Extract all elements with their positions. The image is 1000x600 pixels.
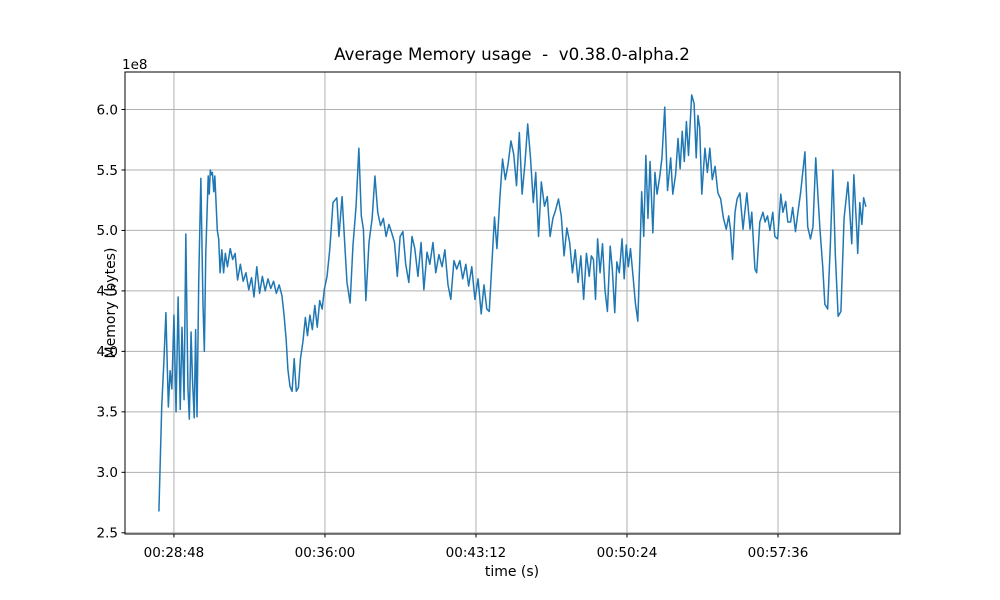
x-tick-label: 00:36:00: [295, 545, 356, 561]
y-axis-offset-label: 1e8: [122, 57, 147, 73]
y-tick-label: 5.0: [97, 223, 118, 239]
y-tick-label: 2.5: [97, 526, 118, 542]
y-tick-label: 3.0: [97, 465, 118, 481]
y-axis-label: Memory (bytes): [103, 248, 119, 359]
y-tick-label: 6.0: [97, 102, 118, 118]
y-tick-label: 3.5: [97, 405, 118, 421]
chart-title: Average Memory usage - v0.38.0-alpha.2: [334, 44, 690, 64]
tick-layer: 2.5 3.0 3.5 4.0 4.5 5.0 5.5 6.0 00:28:48 00:36:00…: [97, 102, 809, 561]
grid-layer: [125, 72, 900, 534]
memory-usage-line: [158, 94, 867, 512]
x-axis-label: time (s): [485, 564, 539, 580]
x-tick-label: 00:43:12: [446, 545, 507, 561]
y-tick-label: 4.5: [97, 284, 118, 300]
x-tick-label: 00:50:24: [597, 545, 658, 561]
x-tick-label: 00:28:48: [144, 545, 205, 561]
x-tick-label: 00:57:36: [748, 545, 809, 561]
plot-frame: [124, 71, 901, 535]
y-tick-label: 5.5: [97, 163, 118, 179]
y-tick-label: 4.0: [97, 344, 118, 360]
